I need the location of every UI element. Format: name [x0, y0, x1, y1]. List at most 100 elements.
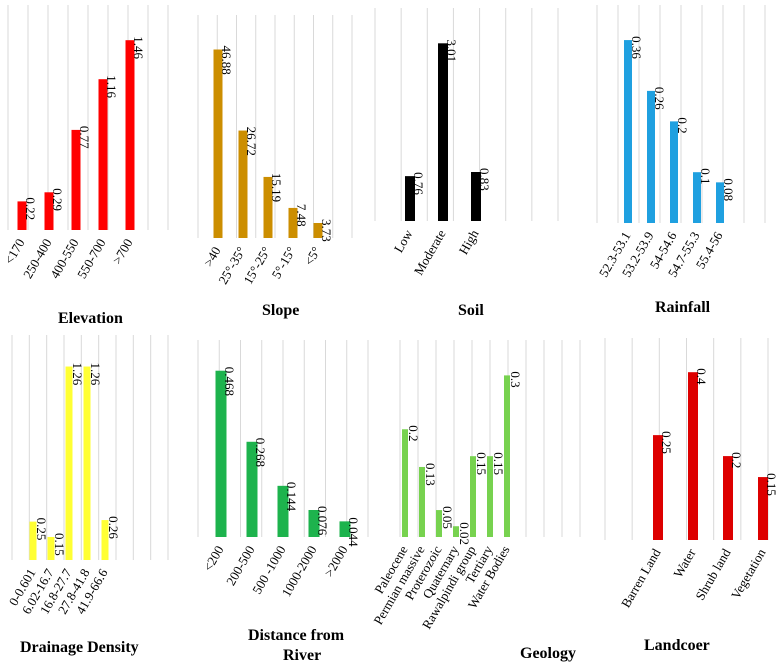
chart-slope: 46.88>4026.7225°-35°15.1915°-25°7.485°-1… [197, 15, 353, 319]
chart-elevation: 0.22<1700.29250-4000.77400-5501.16550-70… [1, 5, 169, 327]
bar-elevation-1 [44, 192, 54, 230]
bar-slope-1 [238, 130, 248, 238]
bar-elevation-0 [17, 201, 27, 230]
value-label: 1.16 [104, 75, 119, 98]
bar-geology-2 [436, 510, 442, 537]
value-label: 0.4 [694, 368, 709, 385]
value-label: 0.15 [764, 473, 779, 496]
bar-soil-2 [471, 172, 481, 221]
value-label: 15.19 [269, 173, 284, 202]
bar-drainage-density-4 [101, 520, 109, 560]
value-label: 0.044 [346, 517, 361, 547]
bar-rainfall-4 [716, 182, 724, 223]
value-label: 0.144 [284, 482, 299, 512]
tick-label: Water [670, 545, 699, 580]
value-label: 0.2 [729, 452, 744, 468]
value-label: 0.77 [77, 126, 92, 149]
value-label: 0.83 [477, 168, 492, 191]
bar-rainfall-0 [624, 40, 632, 223]
value-label: 0.468 [222, 367, 237, 396]
bar-drainage-density-1 [47, 536, 55, 560]
value-label: 0.02 [457, 522, 472, 545]
tick-label: <5° [301, 244, 324, 268]
chart-title: Landcoer [644, 637, 710, 654]
bar-geology-6 [504, 375, 510, 537]
bar-distance-from-river-1 [246, 441, 258, 537]
bar-elevation-2 [71, 129, 81, 230]
chart-title: Distance from [248, 627, 345, 644]
value-label: 0.29 [50, 188, 65, 211]
tick-label: Barren Land [618, 546, 664, 611]
tick-label: <200 [200, 543, 226, 574]
bar-elevation-3 [98, 79, 108, 230]
tick-label: >700 [109, 236, 135, 267]
value-label: 0.05 [440, 506, 455, 529]
value-label: 0.3 [508, 371, 523, 387]
bar-geology-3 [453, 526, 459, 537]
value-label: 0.2 [406, 425, 421, 441]
bar-soil-1 [438, 43, 448, 222]
tick-label: >2000 [321, 543, 351, 579]
tick-label: 5°-15° [268, 244, 298, 281]
bar-landcoer-3 [758, 477, 768, 540]
bar-distance-from-river-4 [339, 521, 351, 537]
value-label: 0.76 [411, 172, 426, 195]
chart-title: Rainfall [655, 299, 711, 316]
value-label: 0.15 [474, 452, 489, 475]
chart-title: Slope [262, 302, 299, 319]
bar-slope-3 [288, 207, 298, 238]
chart-title: Geology [520, 645, 576, 662]
bar-drainage-density-3 [83, 366, 91, 560]
value-label: 1.46 [131, 36, 146, 59]
value-label: 26.72 [244, 127, 259, 156]
bar-rainfall-2 [670, 121, 678, 223]
value-label: 1.26 [88, 363, 103, 386]
bar-drainage-density-2 [65, 366, 73, 560]
chart-title-line2: River [283, 647, 321, 664]
value-label: 1.26 [70, 363, 85, 386]
bar-geology-5 [487, 456, 493, 537]
value-label: 0.25 [34, 518, 49, 541]
value-label: 0.26 [652, 87, 667, 110]
tick-label: Vegetation [728, 546, 769, 602]
value-label: 0.2 [675, 117, 690, 133]
value-label: 0.15 [52, 533, 67, 556]
bar-landcoer-1 [688, 372, 698, 540]
value-label: 0.22 [23, 197, 38, 220]
bar-distance-from-river-3 [308, 509, 320, 537]
tick-label: <170 [1, 236, 27, 267]
value-label: 0.08 [721, 178, 736, 201]
bar-slope-0 [213, 49, 223, 239]
bar-elevation-4 [125, 40, 135, 231]
value-label: 0.36 [629, 36, 644, 59]
bar-distance-from-river-2 [277, 485, 289, 537]
chart-title: Elevation [58, 310, 123, 327]
tick-label: Low [391, 226, 416, 255]
chart-drainage-density: 0.250-0.6010.156.02-16.71.2616.8-27.71.2… [6, 335, 169, 656]
value-label: 0.268 [253, 438, 268, 467]
bar-distance-from-river-0 [215, 370, 227, 537]
bar-drainage-density-0 [29, 521, 37, 560]
chart-rainfall: 0.3652.3-53.10.2653.2-53.90.254-54.60.15… [596, 5, 766, 316]
value-label: 3.01 [444, 39, 459, 62]
bar-slope-4 [313, 223, 323, 238]
value-label: 0.25 [659, 431, 674, 454]
value-label: 3.73 [319, 219, 334, 242]
bar-rainfall-1 [647, 90, 655, 223]
bar-slope-2 [263, 176, 273, 238]
bar-soil-0 [405, 176, 415, 221]
chart-title: Soil [458, 302, 484, 319]
value-label: 0.1 [698, 168, 713, 184]
tick-label: Moderate [411, 227, 449, 278]
value-label: 7.48 [294, 204, 309, 227]
value-label: 46.88 [219, 46, 234, 75]
bar-geology-1 [419, 466, 425, 537]
chart-soil: 0.76 Low 3.01 Moderate 0.83 High Soil [374, 8, 559, 319]
bar-geology-4 [470, 456, 476, 537]
value-label: 0.26 [106, 516, 121, 539]
bar-geology-0 [402, 429, 408, 537]
value-label: 0.13 [423, 463, 438, 486]
